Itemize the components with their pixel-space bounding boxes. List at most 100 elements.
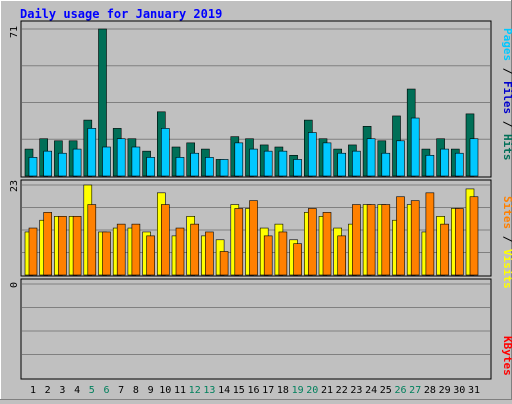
pages-bar-day-3 (58, 152, 67, 177)
sites-bar-day-12 (190, 223, 199, 276)
pages-bar-day-22 (337, 152, 347, 177)
day-label: 26 (394, 385, 406, 396)
pages-bar-day-9 (146, 157, 155, 177)
pages-bar-day-28 (425, 154, 435, 177)
pages-bar-day-17 (263, 150, 273, 177)
day-label: 16 (247, 385, 259, 396)
sites-bar-day-3 (58, 216, 67, 276)
pages-bar-day-27 (410, 117, 420, 177)
sites-bar-day-26 (396, 196, 405, 276)
pages-bar-day-21 (322, 142, 332, 177)
sites-bar-day-11 (175, 227, 185, 276)
pages-bar-day-31 (469, 138, 479, 177)
legend-hits: Hits (501, 134, 512, 161)
legend-kbytes: KBytes (501, 336, 512, 376)
sites-bar-day-19 (293, 243, 302, 276)
day-label: 7 (118, 385, 124, 396)
sites-bar-day-2 (43, 212, 53, 276)
day-label: 19 (292, 385, 304, 396)
pages-bar-day-10 (161, 128, 170, 177)
day-label: 11 (174, 385, 186, 396)
sites-bar-day-10 (161, 204, 170, 276)
pages-bar-day-20 (307, 132, 317, 177)
day-label: 18 (277, 385, 289, 396)
pages-bar-day-13 (205, 157, 214, 177)
legend-sites-visits: Sites / Visits (501, 196, 512, 289)
pages-bar-day-5 (87, 128, 97, 177)
day-label: 25 (380, 385, 392, 396)
day-label: 14 (218, 385, 230, 396)
day-label: 15 (233, 385, 245, 396)
sites-bar-day-1 (28, 227, 38, 276)
sites-bar-day-29 (440, 223, 449, 276)
pages-bar-day-26 (396, 140, 405, 177)
day-label: 17 (262, 385, 274, 396)
day-label: 6 (103, 385, 109, 396)
pages-bar-day-15 (234, 142, 244, 177)
day-label: 21 (321, 385, 333, 396)
sites-bar-day-14 (219, 251, 229, 276)
day-label: 29 (439, 385, 451, 396)
sites-bar-day-20 (307, 208, 317, 276)
pages-bar-day-16 (249, 148, 258, 177)
sites-bar-day-4 (72, 216, 82, 276)
pages-bar-day-12 (190, 152, 199, 177)
kbytes-panel (20, 278, 492, 380)
sites-bar-day-25 (381, 204, 391, 276)
day-label: 2 (45, 385, 51, 396)
day-label: 22 (336, 385, 348, 396)
pages-bar-day-23 (352, 150, 361, 177)
sites-bar-day-13 (205, 231, 214, 276)
sites-bar-day-6 (102, 231, 111, 276)
legend-pages: Pages (501, 28, 512, 61)
pages-bar-day-8 (131, 146, 141, 177)
pages-bar-day-29 (440, 148, 449, 177)
day-label: 12 (189, 385, 201, 396)
sites-bar-day-28 (425, 192, 435, 276)
pages-bar-day-11 (175, 157, 185, 177)
bars-layer (24, 28, 479, 276)
day-label: 27 (409, 385, 421, 396)
sites-bar-day-18 (278, 231, 288, 276)
day-label: 8 (133, 385, 139, 396)
day-label: 20 (306, 385, 318, 396)
pages-bar-day-6 (102, 146, 111, 177)
sites-bar-day-31 (469, 196, 479, 276)
sites-bar-day-30 (454, 208, 464, 276)
pages-bar-day-30 (454, 152, 464, 177)
sites-bar-day-7 (116, 223, 126, 276)
visits-ymax-label: 23 (9, 180, 20, 192)
pages-bar-day-2 (43, 150, 53, 177)
legend-visits: Visits (501, 249, 512, 289)
day-labels: 1 2 3 4 5 6 7 8 9 10 11 12 13 14 15 16 17 18 19 20 21 22 23 24 2… (30, 385, 480, 396)
kbytes-ymax-label: 0 (9, 282, 20, 288)
pages-bar-day-1 (28, 157, 38, 177)
pages-bar-day-24 (366, 138, 376, 177)
legend-hits-files-pages: Pages / Files / Hits (501, 28, 512, 161)
sites-bar-day-15 (234, 208, 244, 276)
sites-bar-day-24 (366, 204, 376, 276)
sites-bar-day-27 (410, 200, 420, 276)
pages-bar-day-14 (219, 159, 229, 177)
pages-bar-day-25 (381, 152, 391, 177)
sites-bar-day-23 (352, 204, 361, 276)
day-label: 3 (59, 385, 65, 396)
chart-title: Daily usage for January 2019 (20, 7, 222, 21)
day-label: 5 (89, 385, 95, 396)
day-label: 31 (468, 385, 480, 396)
sites-bar-day-22 (337, 235, 347, 276)
day-label: 13 (203, 385, 215, 396)
day-label: 9 (148, 385, 154, 396)
sites-bar-day-8 (131, 223, 141, 276)
legend-files: Files (501, 81, 512, 114)
day-label: 23 (350, 385, 362, 396)
sites-bar-day-21 (322, 212, 332, 276)
legend-sites: Sites (501, 196, 512, 229)
day-label: 10 (159, 385, 171, 396)
pages-bar-day-19 (293, 159, 302, 177)
sites-bar-day-5 (87, 204, 97, 276)
pages-bar-day-7 (116, 138, 126, 177)
day-label: 4 (74, 385, 80, 396)
